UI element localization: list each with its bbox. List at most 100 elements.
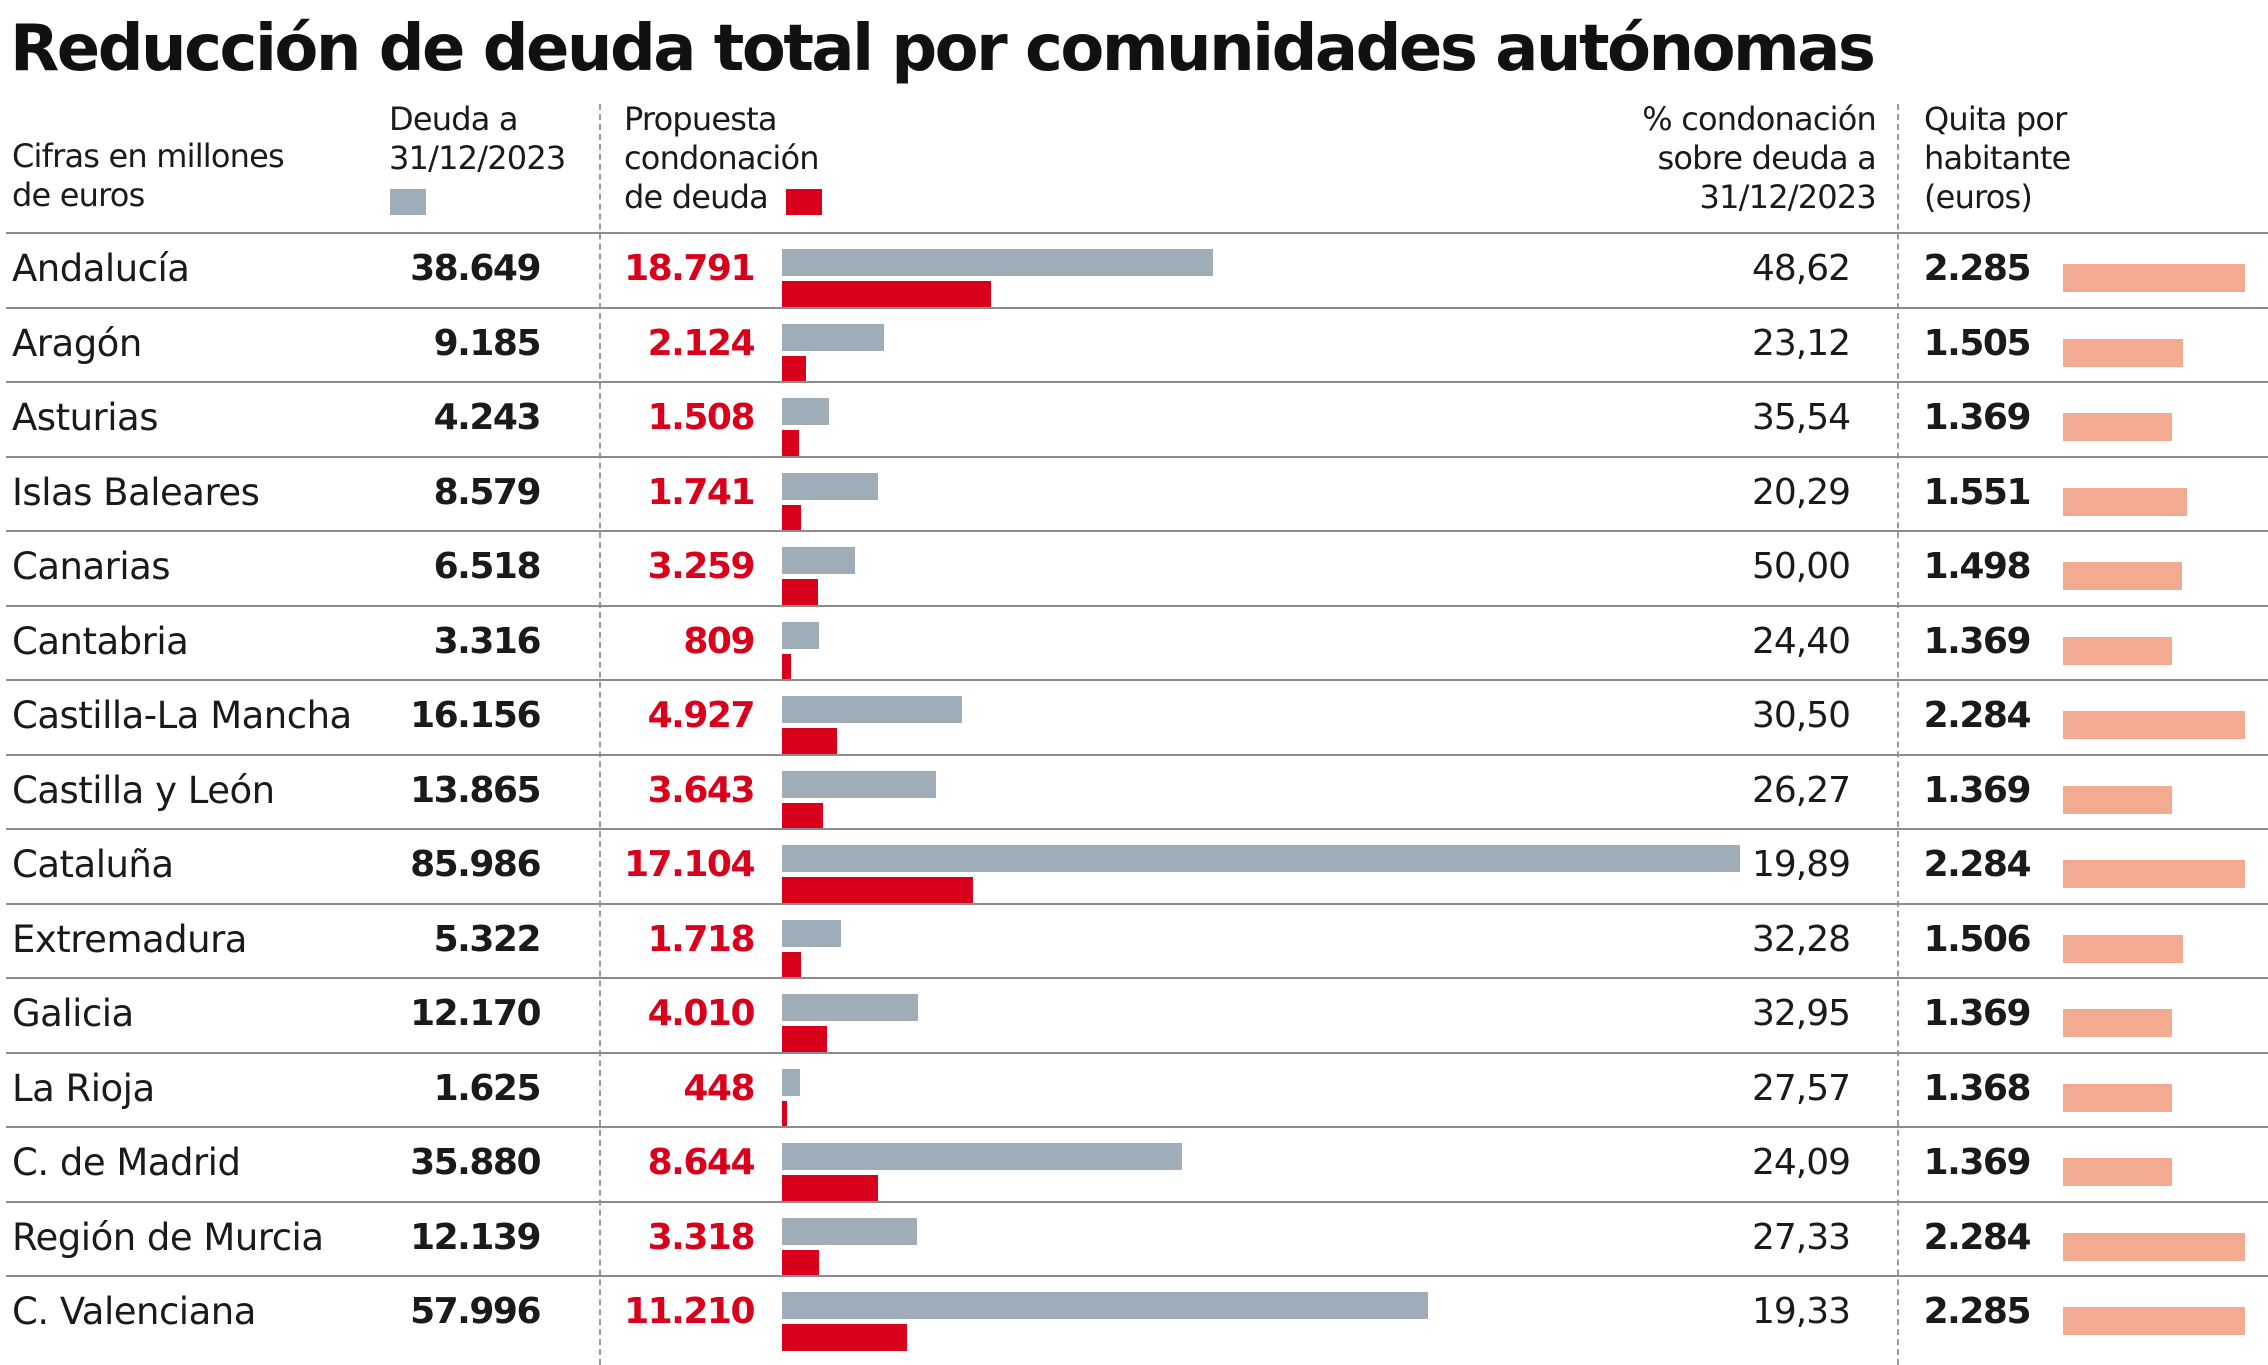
quita-value: 2.284 <box>1923 844 2032 885</box>
row-divider <box>6 902 2268 905</box>
deuda-value: 13.865 <box>410 769 541 811</box>
condonacion-bar <box>782 728 837 755</box>
region-label: La Rioja <box>12 1066 155 1110</box>
deuda-bar <box>782 249 1213 276</box>
row-divider <box>6 1126 2268 1128</box>
condonacion-value: 1.508 <box>647 397 756 438</box>
deuda-value: 12.170 <box>410 993 541 1034</box>
deuda-bar <box>782 1217 918 1245</box>
quita-value: 1.369 <box>1923 1142 2032 1183</box>
quita-value: 1.551 <box>1923 471 2032 513</box>
pct-header: % condonación sobre deuda a 31/12/2023 <box>1642 100 1877 216</box>
deuda-value: 38.649 <box>410 248 541 289</box>
condonacion-value: 4.927 <box>647 695 756 736</box>
pct-value: 30,50 <box>1751 695 1851 736</box>
condonacion-value: 1.718 <box>647 918 756 960</box>
condonacion-bar <box>782 1100 787 1128</box>
deuda-value: 6.518 <box>433 546 542 587</box>
pct-value: 48,62 <box>1751 248 1851 289</box>
condonacion-bar <box>782 1175 879 1202</box>
quita-bar <box>2063 636 2173 665</box>
deuda-value: 3.316 <box>433 620 542 662</box>
condonacion-bar <box>782 951 802 979</box>
quita-value: 2.284 <box>1923 1216 2032 1258</box>
chart-title: Reducción de deuda total por comunidades… <box>10 12 1876 86</box>
quita-value: 1.505 <box>1923 322 2032 364</box>
condonacion-value: 17.104 <box>624 844 755 885</box>
condonacion-bar <box>782 579 819 606</box>
deuda-bar <box>782 994 918 1021</box>
quita-bar <box>2063 1232 2245 1261</box>
quita-value: 2.284 <box>1923 695 2032 736</box>
condonacion-value: 2.124 <box>647 322 756 364</box>
deuda-value: 5.322 <box>433 918 542 960</box>
row-divider <box>6 381 2268 383</box>
deuda-value: 85.986 <box>410 844 541 885</box>
region-label: Canarias <box>12 545 171 588</box>
deuda-bar <box>782 547 855 574</box>
row-divider <box>6 679 2268 681</box>
region-label: Aragón <box>12 321 142 365</box>
region-label: Islas Baleares <box>12 470 260 514</box>
deuda-bar <box>782 845 1740 872</box>
pct-value: 24,40 <box>1751 620 1851 662</box>
quita-bar <box>2063 338 2183 367</box>
region-label: Extremadura <box>12 917 247 961</box>
quita-value: 1.369 <box>1923 993 2032 1034</box>
region-label: Región de Murcia <box>12 1215 324 1259</box>
condonacion-bar <box>782 504 802 532</box>
condonacion-value: 11.210 <box>624 1291 755 1332</box>
region-label: C. Valenciana <box>12 1290 256 1333</box>
condonacion-value: 4.010 <box>647 993 756 1034</box>
quita-bar <box>2063 1158 2173 1186</box>
quita-bar <box>2063 711 2245 739</box>
quita-bar <box>2063 785 2173 814</box>
region-label: C. de Madrid <box>12 1141 241 1184</box>
pct-value: 26,27 <box>1751 769 1851 811</box>
pct-value: 50,00 <box>1751 546 1851 587</box>
pct-value: 20,29 <box>1751 471 1851 513</box>
pct-value: 32,95 <box>1751 993 1851 1034</box>
condonacion-legend-swatch <box>786 189 822 215</box>
condonacion-value: 3.259 <box>647 546 756 587</box>
row-divider <box>6 1051 2268 1054</box>
deuda-bar <box>782 770 937 798</box>
pct-value: 23,12 <box>1751 322 1851 364</box>
deuda-value: 9.185 <box>433 322 542 364</box>
condonacion-bar <box>782 802 823 830</box>
deuda-bar <box>782 1143 1182 1170</box>
condonacion-bar <box>782 1324 907 1351</box>
condonacion-bar <box>782 430 799 457</box>
condonacion-value: 3.318 <box>647 1216 756 1258</box>
units-note: Cifras en millones de euros <box>12 137 285 214</box>
quita-header: Quita por habitante (euros) <box>1924 100 2071 216</box>
quita-value: 1.369 <box>1923 620 2032 662</box>
condonacion-bar <box>782 355 806 383</box>
quita-value: 1.498 <box>1923 546 2032 587</box>
deuda-legend-swatch <box>390 189 426 215</box>
quita-bar <box>2063 1083 2172 1112</box>
condonacion-value: 448 <box>683 1067 755 1109</box>
condonacion-bar <box>782 877 973 904</box>
quita-bar <box>2063 413 2173 441</box>
region-label: Cataluña <box>12 843 174 886</box>
condonacion-value: 3.643 <box>647 769 756 811</box>
row-divider <box>6 306 2268 309</box>
deuda-value: 35.880 <box>410 1142 541 1183</box>
quita-value: 1.369 <box>1923 397 2032 438</box>
condonacion-bar <box>782 1026 827 1053</box>
quita-value: 2.285 <box>1923 1291 2032 1332</box>
condonacion-bar <box>782 1249 819 1277</box>
deuda-bar <box>782 1068 801 1096</box>
condonacion-value: 8.644 <box>647 1142 756 1183</box>
deuda-bar <box>782 472 878 500</box>
condonacion-value: 809 <box>683 620 755 662</box>
deuda-value: 8.579 <box>433 471 542 513</box>
divider-left <box>599 104 601 1365</box>
region-label: Asturias <box>12 396 159 439</box>
pct-value: 27,33 <box>1751 1216 1851 1258</box>
divider-right <box>1897 104 1899 1365</box>
row-divider <box>6 1200 2268 1203</box>
quita-bar <box>2063 860 2245 888</box>
quita-bar <box>2063 1307 2245 1335</box>
